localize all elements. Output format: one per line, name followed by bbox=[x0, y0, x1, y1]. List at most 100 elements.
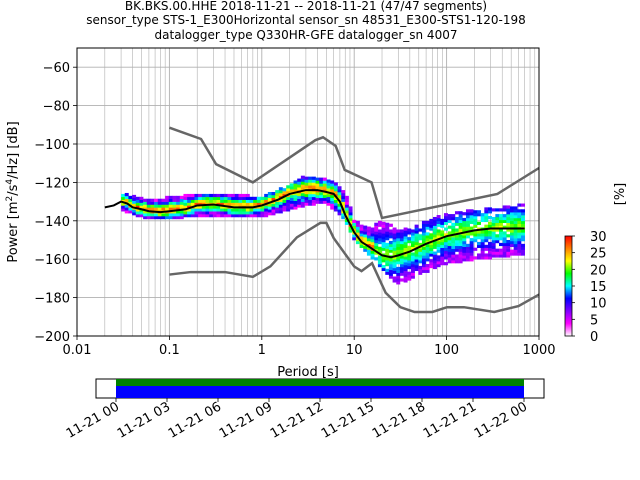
pdf-cell bbox=[454, 216, 459, 221]
pdf-cell bbox=[377, 261, 382, 265]
pdf-cell bbox=[172, 213, 177, 217]
pdf-cell bbox=[451, 214, 456, 218]
pdf-cell bbox=[440, 256, 445, 260]
pdf-cell bbox=[465, 246, 470, 250]
title-line-2: sensor_type STS-1_E300Horizontal sensor_… bbox=[86, 13, 526, 27]
pdf-cell bbox=[385, 228, 390, 232]
pdf-cell bbox=[521, 232, 525, 236]
pdf-cell bbox=[414, 259, 419, 263]
pdf-cell bbox=[410, 238, 415, 242]
pdf-cell bbox=[135, 202, 140, 206]
pdf-cell bbox=[469, 215, 474, 219]
y-tick-label: −180 bbox=[34, 292, 70, 307]
pdf-cell bbox=[484, 210, 489, 214]
pdf-cell bbox=[363, 234, 368, 238]
pdf-cell bbox=[451, 234, 456, 238]
pdf-cell bbox=[308, 182, 313, 186]
pdf-cell bbox=[381, 267, 386, 272]
pdf-cell bbox=[403, 264, 408, 269]
pdf-cell bbox=[194, 202, 199, 206]
pdf-cell bbox=[234, 211, 239, 215]
pdf-cell bbox=[209, 208, 214, 212]
pdf-cell bbox=[344, 221, 349, 225]
pdf-cell bbox=[385, 268, 390, 272]
pdf-cell bbox=[264, 214, 269, 218]
pdf-cell bbox=[458, 254, 463, 258]
pdf-cell bbox=[337, 192, 342, 196]
pdf-cell bbox=[128, 195, 133, 200]
pdf-cell bbox=[275, 210, 280, 214]
pdf-cell bbox=[355, 223, 360, 227]
pdf-cell bbox=[510, 232, 514, 236]
pdf-cell bbox=[154, 198, 159, 202]
pdf-cell bbox=[341, 190, 346, 194]
pdf-cell bbox=[344, 213, 349, 217]
y-axis-label: Power [m2/s4/Hz] [dB] bbox=[5, 121, 21, 262]
pdf-cell bbox=[183, 202, 188, 206]
pdf-cell bbox=[499, 228, 503, 232]
pdf-cell bbox=[238, 202, 243, 206]
pdf-cell bbox=[476, 210, 481, 214]
pdf-cell bbox=[223, 208, 228, 212]
pdf-cell bbox=[465, 235, 470, 239]
pdf-cell bbox=[201, 214, 206, 218]
pdf-cell bbox=[194, 193, 199, 198]
pdf-cell bbox=[227, 211, 232, 215]
pdf-cell bbox=[410, 269, 415, 273]
pdf-cell bbox=[260, 211, 265, 215]
pdf-cell bbox=[205, 214, 210, 218]
pdf-cell bbox=[385, 251, 390, 255]
pdf-cell bbox=[499, 219, 503, 224]
pdf-cell bbox=[421, 232, 426, 236]
pdf-cell bbox=[458, 222, 463, 226]
pdf-cell bbox=[374, 231, 379, 235]
pdf-cell bbox=[245, 196, 250, 200]
pdf-cell bbox=[143, 201, 148, 205]
pdf-cell bbox=[168, 201, 173, 205]
pdf-cell bbox=[421, 255, 426, 259]
pdf-cell bbox=[407, 254, 412, 258]
pdf-cell bbox=[385, 234, 390, 238]
pdf-cell bbox=[304, 199, 309, 203]
pdf-cell bbox=[392, 244, 397, 248]
pdf-cell bbox=[363, 245, 368, 249]
pdf-cell bbox=[491, 245, 496, 249]
pdf-cell bbox=[286, 208, 291, 212]
pdf-cell bbox=[487, 207, 492, 211]
pdf-cell bbox=[201, 208, 206, 212]
pdf-cell bbox=[377, 229, 382, 233]
pdf-cell bbox=[352, 222, 357, 226]
pdf-cell bbox=[410, 255, 415, 259]
pdf-cell bbox=[282, 205, 287, 209]
pdf-cell bbox=[454, 242, 459, 247]
pdf-cell bbox=[139, 202, 144, 206]
pdf-cell bbox=[363, 240, 368, 244]
pdf-cell bbox=[454, 231, 459, 235]
pdf-cell bbox=[421, 246, 426, 250]
pdf-cell bbox=[238, 193, 243, 198]
pdf-cell bbox=[300, 204, 305, 208]
noise-model-nlnm bbox=[169, 221, 540, 314]
pdf-cell bbox=[499, 237, 503, 241]
pdf-cell bbox=[418, 237, 423, 241]
pdf-cell bbox=[143, 204, 148, 208]
pdf-cell bbox=[154, 216, 159, 220]
pdf-cell bbox=[157, 204, 162, 208]
pdf-cell bbox=[521, 243, 525, 248]
pdf-cell bbox=[293, 197, 298, 201]
pdf-cell bbox=[454, 240, 459, 244]
pdf-cell bbox=[150, 216, 155, 220]
pdf-cell bbox=[264, 205, 269, 209]
pdf-cell bbox=[495, 216, 500, 221]
pdf-cell bbox=[462, 246, 467, 250]
pdf-cell bbox=[454, 222, 459, 226]
pdf-cell bbox=[432, 237, 437, 241]
pdf-cell bbox=[491, 216, 496, 221]
pdf-cell bbox=[289, 197, 294, 201]
pdf-cell bbox=[484, 247, 489, 251]
pdf-cell bbox=[399, 255, 404, 259]
pdf-cell bbox=[388, 232, 393, 236]
noise-model-nhnm bbox=[168, 126, 540, 220]
pdf-cell bbox=[220, 196, 225, 200]
